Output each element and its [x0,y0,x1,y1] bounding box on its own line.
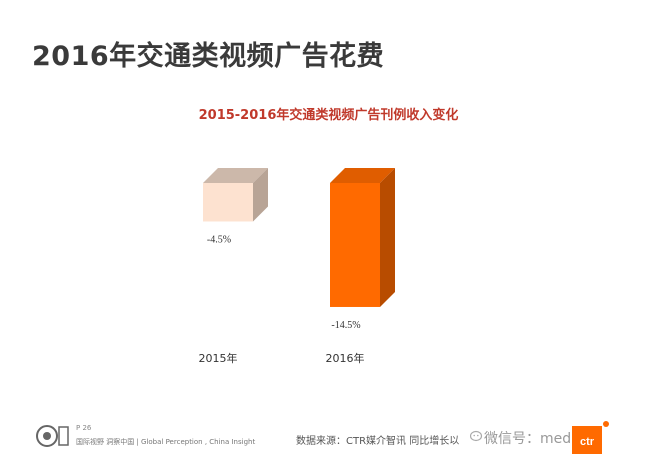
bar-side-0 [253,168,268,222]
ctr-logo-icon: ctr [572,421,609,454]
bar-top-1 [330,168,395,183]
category-label-1: 2016年 [326,351,365,365]
bar-side-1 [380,168,395,307]
bar-top-0 [203,168,268,183]
chart-title: 2015-2016年交通类视频广告刊例收入变化 [198,108,459,123]
svg-text:ctr: ctr [580,436,595,448]
bar-0 [203,183,253,222]
footer-page-number: P 26 [76,424,92,432]
wechat-icon [470,430,483,442]
footer-wechat: 微信号：medium [484,431,598,447]
data-label-1: -14.5% [331,320,360,331]
footer-tagline: 国际视野 洞察中国 | Global Perception , China In… [76,438,256,446]
footer-source: 数据来源：CTR媒介智讯 同比增长以 [296,436,460,447]
data-label-0: -4.5% [207,234,231,245]
certification-logo-icon [36,425,69,447]
category-label-0: 2015年 [199,351,238,365]
bar-1 [330,183,380,307]
page-title: 2016年交通类视频广告花费 [32,41,385,72]
